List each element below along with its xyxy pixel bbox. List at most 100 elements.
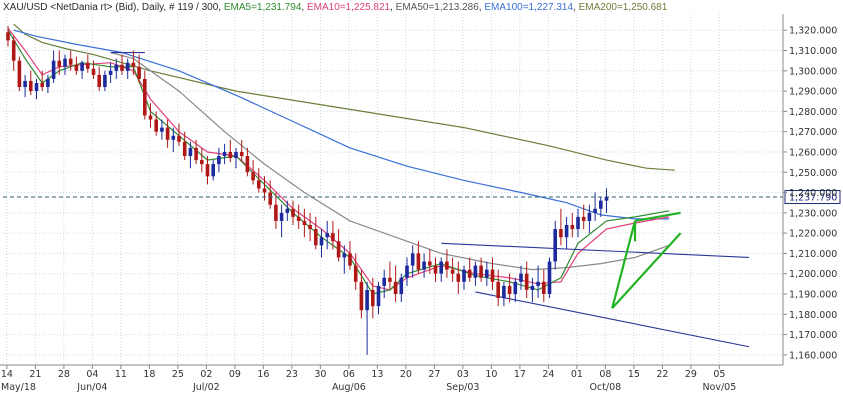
y-tick-label: 1,250.000 (789, 168, 837, 179)
candle-body (279, 212, 284, 221)
candle-body (422, 261, 426, 270)
candle-body (194, 147, 198, 161)
ema5-label: EMA5=1,231.794 (224, 2, 302, 13)
y-tick-label: 1,210.000 (789, 249, 837, 260)
triangle-line (611, 232, 682, 309)
candle-body (108, 70, 113, 75)
candle-body (485, 269, 489, 278)
candle-body (564, 225, 569, 238)
y-tick-label: 1,280.000 (789, 107, 837, 118)
x-axis: 14 21 28 04 11 18 25 02 09 16 23 30 06 13 20 27 03 10 17 24… (0, 364, 783, 393)
candle-body (336, 241, 341, 258)
y-tick-label: 1,160.000 (789, 350, 837, 361)
candle-body (40, 82, 44, 88)
x-tick-label: 09 (229, 369, 241, 380)
candle-body (257, 180, 261, 189)
candle-body (86, 62, 90, 69)
candle-body (148, 115, 153, 120)
candle-body (314, 229, 318, 246)
y-tick-label: 1,290.000 (789, 87, 837, 98)
candle-body (439, 261, 443, 274)
x-tick-label: 11 (115, 369, 127, 380)
candle-body (479, 265, 483, 278)
candle-body (291, 208, 295, 217)
x-tick-label: 06 (343, 369, 355, 380)
candle-body (97, 74, 101, 88)
candle-body (217, 156, 221, 165)
y-axis: 1,160.000 1,170.000 1,180.000 1,190.000 1,20… (782, 14, 837, 365)
ema100-label: EMA100=1,227.314 (484, 2, 573, 13)
x-month-label: Jun/04 (76, 382, 107, 393)
candle-body (530, 285, 535, 290)
x-tick-label: 13 (371, 369, 383, 380)
x-month-label: Sep/03 (446, 382, 479, 393)
x-month-label: Jul/02 (192, 382, 220, 393)
candle-body (143, 78, 147, 116)
candle-body (200, 160, 204, 165)
candle-body (536, 281, 540, 286)
candle-body (228, 151, 233, 159)
candle-body (274, 204, 278, 221)
candle-body (268, 192, 272, 205)
x-tick-label: 04 (86, 369, 98, 380)
candle-body (131, 62, 136, 67)
candle-body (29, 80, 33, 92)
y-tick-label: 1,220.000 (789, 229, 837, 240)
candle-body (450, 269, 455, 274)
x-month-label: Nov/05 (702, 382, 736, 393)
candle-body (496, 281, 500, 299)
candle-body (490, 269, 495, 282)
candle-body (462, 269, 466, 282)
candle-body (251, 172, 255, 181)
candle-body (445, 261, 449, 270)
candle-body (296, 216, 301, 221)
x-tick-label: 08 (599, 369, 611, 380)
y-tick-label: 1,310.000 (789, 46, 837, 57)
candle-body (382, 277, 386, 286)
candle-body (365, 289, 369, 311)
x-tick-label: 25 (172, 369, 184, 380)
candle-body (34, 82, 39, 92)
candle-body (319, 237, 324, 246)
candle-body (513, 281, 518, 294)
candle-body (23, 80, 27, 88)
candle-body (559, 229, 563, 238)
header-symbol-text: XAU/USD <NetDania rt> (Bid), Daily, # 11… (3, 2, 224, 13)
candle-body (205, 164, 210, 177)
sep3: , (479, 2, 485, 13)
candle-body (137, 66, 141, 79)
x-tick-label: 30 (314, 369, 326, 380)
x-month-label: May/18 (1, 382, 36, 393)
candle-body (239, 151, 244, 157)
candle-body (467, 269, 472, 278)
candle-body (120, 64, 124, 71)
x-tick-label: 28 (58, 369, 70, 380)
y-tick-label: 1,270.000 (789, 127, 837, 138)
y-tick-label: 1,230.000 (789, 208, 837, 219)
candle-body (6, 32, 10, 41)
candle-body (593, 208, 597, 213)
candle-body (74, 64, 79, 71)
ema10-label: EMA10=1,225.821 (307, 2, 391, 13)
y-tick-label: 1,320.000 (789, 26, 837, 37)
candle-body (428, 261, 432, 266)
trendline (475, 291, 750, 348)
candle-body (188, 147, 193, 157)
candle-body (371, 289, 375, 307)
y-tick-label: 1,300.000 (789, 66, 837, 77)
candle-body (57, 60, 62, 67)
x-month-label: Aug/06 (332, 382, 366, 393)
candle-body (399, 277, 404, 294)
y-tick-label: 1,260.000 (789, 147, 837, 158)
x-tick-label: 03 (457, 369, 469, 380)
sep4: , (573, 2, 579, 13)
candle-body (182, 141, 187, 157)
candle-body (165, 127, 170, 140)
candle-body (211, 164, 215, 177)
candle-body (125, 62, 130, 71)
chart-header: XAU/USD <NetDania rt> (Bid), Daily, # 11… (0, 0, 668, 13)
candle-body (433, 265, 438, 274)
candle-body (63, 58, 67, 67)
candle-body (103, 74, 107, 88)
candle-body (581, 216, 586, 221)
